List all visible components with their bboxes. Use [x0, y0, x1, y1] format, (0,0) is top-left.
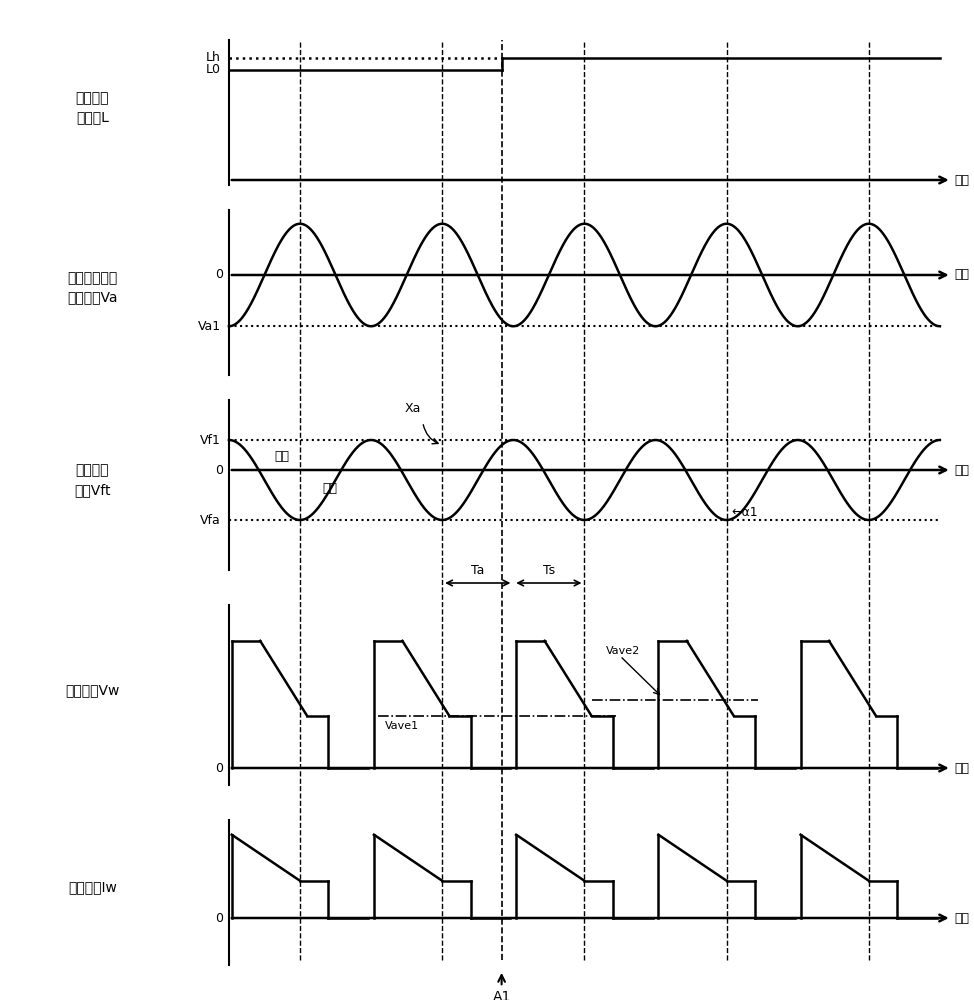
Text: 0: 0: [215, 464, 223, 477]
Text: Vave1: Vave1: [386, 721, 420, 731]
Text: Vfa: Vfa: [201, 514, 221, 526]
Text: 输出电流Iw: 输出电流Iw: [68, 881, 117, 895]
Text: 0: 0: [215, 762, 223, 774]
Text: L0: L0: [206, 63, 221, 76]
Text: 逆送: 逆送: [322, 482, 337, 494]
Text: Ta: Ta: [471, 564, 484, 577]
Text: A1: A1: [493, 975, 510, 1000]
Text: 正送: 正送: [275, 450, 289, 462]
Text: 0: 0: [215, 912, 223, 924]
Text: 时间: 时间: [955, 464, 969, 477]
Text: 输出电压Vw: 输出电压Vw: [65, 683, 120, 697]
Text: 焉丝进给速度
频率分量Va: 焉丝进给速度 频率分量Va: [67, 271, 118, 304]
Text: Vave2: Vave2: [606, 646, 640, 656]
Text: Ts: Ts: [543, 564, 555, 577]
Text: 时间: 时间: [955, 762, 969, 774]
Text: 0: 0: [215, 268, 223, 282]
Text: 时间: 时间: [955, 174, 969, 186]
Text: 焉丝进给
速度Vft: 焉丝进给 速度Vft: [74, 463, 111, 497]
Text: 芯片母材
间距离L: 芯片母材 间距离L: [76, 91, 109, 124]
Text: 时间: 时间: [955, 268, 969, 282]
Text: Va1: Va1: [198, 320, 221, 333]
Text: Xa: Xa: [405, 402, 421, 415]
Text: 时间: 时间: [955, 912, 969, 924]
Text: Lh: Lh: [206, 51, 221, 64]
Text: ←α1: ←α1: [731, 506, 758, 518]
Text: Vf1: Vf1: [201, 434, 221, 447]
